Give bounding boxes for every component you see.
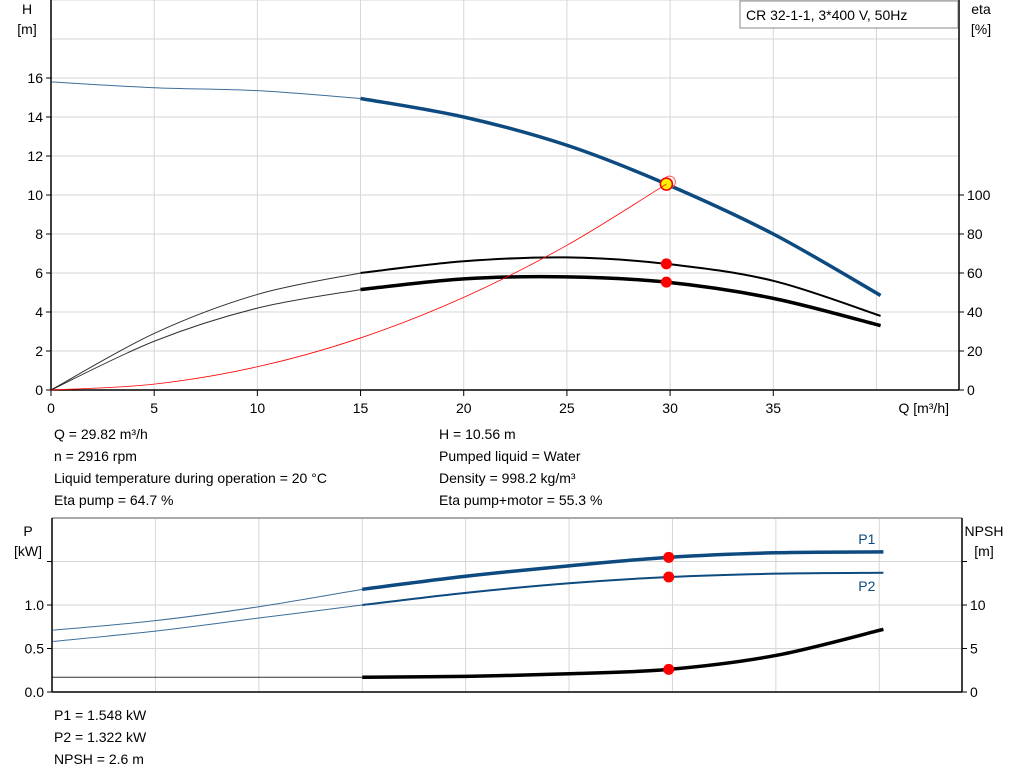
info-top-left: Q = 29.82 m³/h n = 2916 rpm Liquid tempe… — [54, 423, 327, 511]
y2-tick-label: 10 — [970, 597, 986, 613]
y-tick-label: 14 — [27, 109, 43, 125]
eta-pump-motor-curve-extrapolated — [50, 289, 361, 391]
x-tick-label: 35 — [765, 400, 781, 416]
eta-pump-motor-curve — [360, 274, 882, 328]
eta-pump-curve — [360, 256, 881, 317]
info-top-right: H = 10.56 m Pumped liquid = Water Densit… — [439, 423, 602, 511]
info-npsh: NPSH = 2.6 m — [54, 751, 144, 767]
title-box — [739, 0, 959, 29]
y-axis-label: P — [23, 523, 32, 539]
p2-duty-marker — [663, 571, 675, 583]
info-eta-pump: Eta pump = 64.7 % — [54, 492, 174, 508]
info-speed: n = 2916 rpm — [54, 448, 137, 464]
y-tick-label: 12 — [27, 148, 43, 164]
info-eta-pump-motor: Eta pump+motor = 55.3 % — [439, 492, 603, 508]
series-label-p1: P1 — [858, 531, 875, 547]
info-p2: P2 = 1.322 kW — [54, 729, 147, 745]
x-tick-label: 25 — [559, 400, 575, 416]
y2-axis-unit: [m] — [974, 543, 993, 559]
p1-curve — [362, 550, 884, 592]
h-curve-extrapolated — [50, 81, 361, 99]
y-tick-label: 0.5 — [25, 641, 45, 657]
y2-axis-label: NPSH — [965, 523, 1004, 539]
y-tick-label: 1.0 — [25, 597, 45, 613]
y-tick-label: 16 — [27, 70, 43, 86]
npsh-duty-marker — [663, 663, 675, 675]
y2-tick-label: 5 — [970, 641, 978, 657]
info-liquid: Pumped liquid = Water — [439, 448, 581, 464]
y-tick-label: 0 — [35, 382, 43, 398]
info-temperature: Liquid temperature during operation = 20… — [54, 470, 327, 486]
y2-tick-label: 0 — [970, 684, 978, 700]
x-tick-label: 20 — [456, 400, 472, 416]
p1-duty-marker — [663, 551, 675, 563]
h-curve — [360, 96, 882, 297]
eta-pump-curve-extrapolated — [50, 272, 361, 391]
info-bottom: P1 = 1.548 kW P2 = 1.322 kW NPSH = 2.6 m — [54, 704, 146, 770]
info-head: H = 10.56 m — [439, 426, 516, 442]
y2-axis-label: eta — [971, 1, 991, 17]
y-axis-unit: [m] — [17, 21, 36, 37]
x-axis-label: Q [m³/h] — [898, 400, 949, 416]
y-tick-label: 10 — [27, 187, 43, 203]
y-tick-label: 2 — [35, 343, 43, 359]
y2-tick-label: 0 — [967, 382, 975, 398]
system-curve-line — [50, 183, 667, 391]
y-tick-label: 0.0 — [25, 684, 45, 700]
y-axis-unit: [kW] — [14, 543, 42, 559]
x-tick-label: 10 — [250, 400, 266, 416]
p2-curve-extrapolated — [51, 604, 363, 643]
y2-axis-unit: [%] — [971, 21, 991, 37]
y2-tick-label: 60 — [967, 265, 983, 281]
y2-tick-label: 80 — [967, 226, 983, 242]
eta-pump-duty-marker — [660, 258, 672, 270]
p2-curve — [362, 571, 884, 606]
y-tick-label: 6 — [35, 265, 43, 281]
npsh-curve — [362, 627, 884, 679]
x-tick-label: 15 — [353, 400, 369, 416]
chart-title: CR 32-1-1, 3*400 V, 50Hz — [746, 7, 907, 23]
y2-tick-label: 100 — [967, 187, 991, 203]
info-p1: P1 = 1.548 kW — [54, 707, 147, 723]
y-axis-label: H — [22, 1, 32, 17]
info-flow: Q = 29.82 m³/h — [54, 426, 148, 442]
x-tick-label: 0 — [47, 400, 55, 416]
y-tick-label: 4 — [35, 304, 43, 320]
y2-tick-label: 20 — [967, 343, 983, 359]
eta-pump-motor-duty-marker — [660, 276, 672, 288]
info-density: Density = 998.2 kg/m³ — [439, 470, 576, 486]
series-label-p2: P2 — [858, 578, 875, 594]
y2-tick-label: 40 — [967, 304, 983, 320]
x-tick-label: 5 — [150, 400, 158, 416]
y-tick-label: 8 — [35, 226, 43, 242]
p1-curve-extrapolated — [51, 588, 363, 631]
x-tick-label: 30 — [662, 400, 678, 416]
